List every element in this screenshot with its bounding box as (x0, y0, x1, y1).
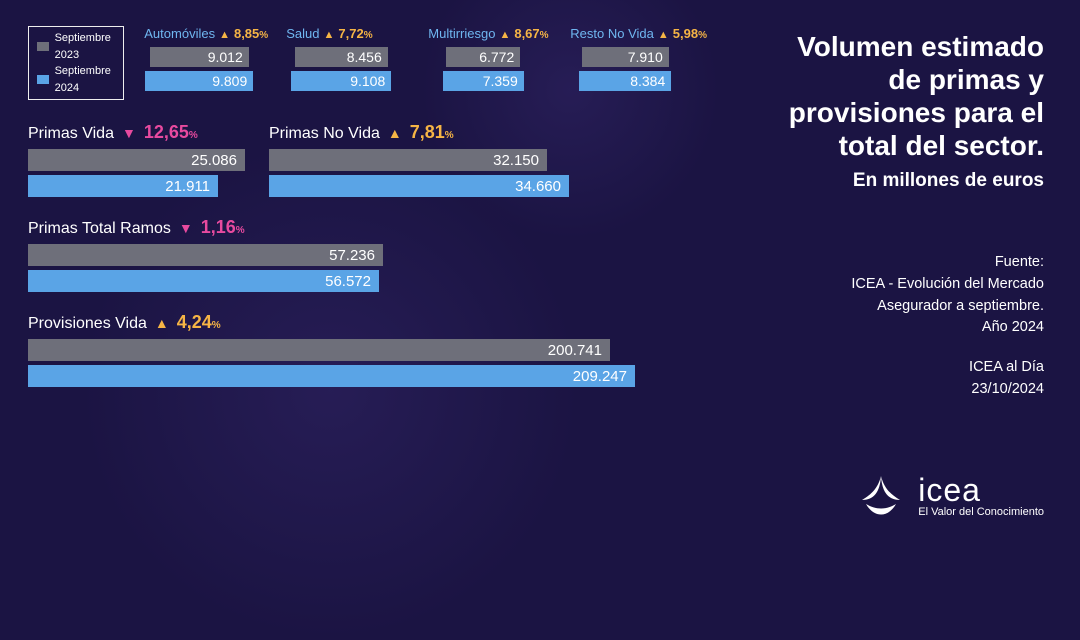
small-category: Multirriesgo ▲ 8,67% 6.772 7.359 (428, 26, 548, 91)
bar-2024: 56.572 (28, 270, 379, 292)
bar-2024: 9.108 (291, 71, 391, 91)
bar-2023: 57.236 (28, 244, 383, 266)
category-name: Resto No Vida (570, 26, 654, 41)
section-pct: 4,24% (177, 312, 221, 333)
pair-section: Primas No Vida ▲ 7,81% 32.150 34.660 (269, 122, 569, 197)
bar-2023: 200.741 (28, 339, 610, 361)
legend-label-2023: Septiembre 2023 (55, 30, 116, 63)
bar-2023: 6.772 (446, 47, 520, 67)
legend-swatch-2024 (37, 75, 49, 84)
pair-sections: Primas Vida ▼ 12,65% 25.086 21.911 Primas No… (28, 122, 690, 197)
section-label: Primas No Vida (269, 125, 380, 143)
bar-2024: 8.384 (579, 71, 671, 91)
trend-icon: ▲ (324, 29, 335, 41)
category-pct: 8,85% (234, 26, 268, 41)
section-label: Primas Total Ramos (28, 220, 171, 238)
small-category: Automóviles ▲8,85%9.0129.809 (144, 26, 264, 91)
big-section: Provisiones Vida ▲ 4,24% 200.741 209.247 (28, 312, 690, 387)
section-pct: 7,81% (410, 122, 454, 143)
source-block: Fuente: ICEA - Evolución del Mercado Ase… (720, 252, 1044, 401)
section-pct: 12,65% (144, 122, 198, 143)
trend-icon: ▲ (219, 29, 230, 41)
logo: icea El Valor del Conocimiento (720, 470, 1044, 544)
bar-2024: 9.809 (145, 71, 253, 91)
chart-panel: Septiembre 2023 Septiembre 2024 Automóvi… (0, 0, 710, 564)
page-subtitle: En millones de euros (720, 170, 1044, 192)
category-name: Multirriesgo (428, 26, 495, 41)
legend-label-2024: Septiembre 2024 (55, 63, 116, 96)
trend-icon: ▼ (122, 125, 136, 141)
bar-2023: 32.150 (269, 149, 547, 171)
category-name: Salud (286, 26, 319, 41)
bar-2023: 8.456 (295, 47, 388, 67)
logo-icon (854, 470, 908, 524)
bar-2023: 9.012 (150, 47, 249, 67)
legend-swatch-2023 (37, 42, 49, 51)
bar-2024: 21.911 (28, 175, 218, 197)
section-label: Primas Vida (28, 125, 114, 143)
bar-2023: 25.086 (28, 149, 245, 171)
trend-icon: ▲ (388, 125, 402, 141)
category-name: Automóviles (144, 26, 215, 41)
trend-icon: ▲ (658, 29, 669, 41)
bar-2024: 209.247 (28, 365, 635, 387)
bar-2023: 7.910 (582, 47, 669, 67)
small-category: Salud ▲7,72% 8.456 9.108 (286, 26, 406, 91)
legend: Septiembre 2023 Septiembre 2024 (28, 26, 124, 100)
info-panel: Volumen estimado de primas y provisiones… (710, 0, 1080, 564)
logo-tagline: El Valor del Conocimiento (918, 506, 1044, 518)
category-pct: 8,67% (514, 26, 548, 41)
trend-icon: ▼ (179, 220, 193, 236)
pair-section: Primas Vida ▼ 12,65% 25.086 21.911 (28, 122, 245, 197)
small-categories: Automóviles ▲8,85%9.0129.809Salud ▲7,72%… (144, 26, 690, 91)
trend-icon: ▲ (155, 315, 169, 331)
logo-name: icea (918, 476, 981, 505)
page-title: Volumen estimado de primas y provisiones… (720, 30, 1044, 162)
section-label: Provisiones Vida (28, 315, 147, 333)
big-section: Primas Total Ramos ▼ 1,16% 57.236 56.572 (28, 217, 690, 292)
small-category: Resto No Vida ▲5,98%7.9108.384 (570, 26, 690, 91)
category-pct: 5,98% (673, 26, 707, 41)
big-sections: Primas Total Ramos ▼ 1,16% 57.236 56.572 Pro… (28, 217, 690, 387)
bar-2024: 34.660 (269, 175, 569, 197)
trend-icon: ▲ (499, 29, 510, 41)
category-pct: 7,72% (338, 26, 372, 41)
bar-2024: 7.359 (443, 71, 524, 91)
section-pct: 1,16% (201, 217, 245, 238)
